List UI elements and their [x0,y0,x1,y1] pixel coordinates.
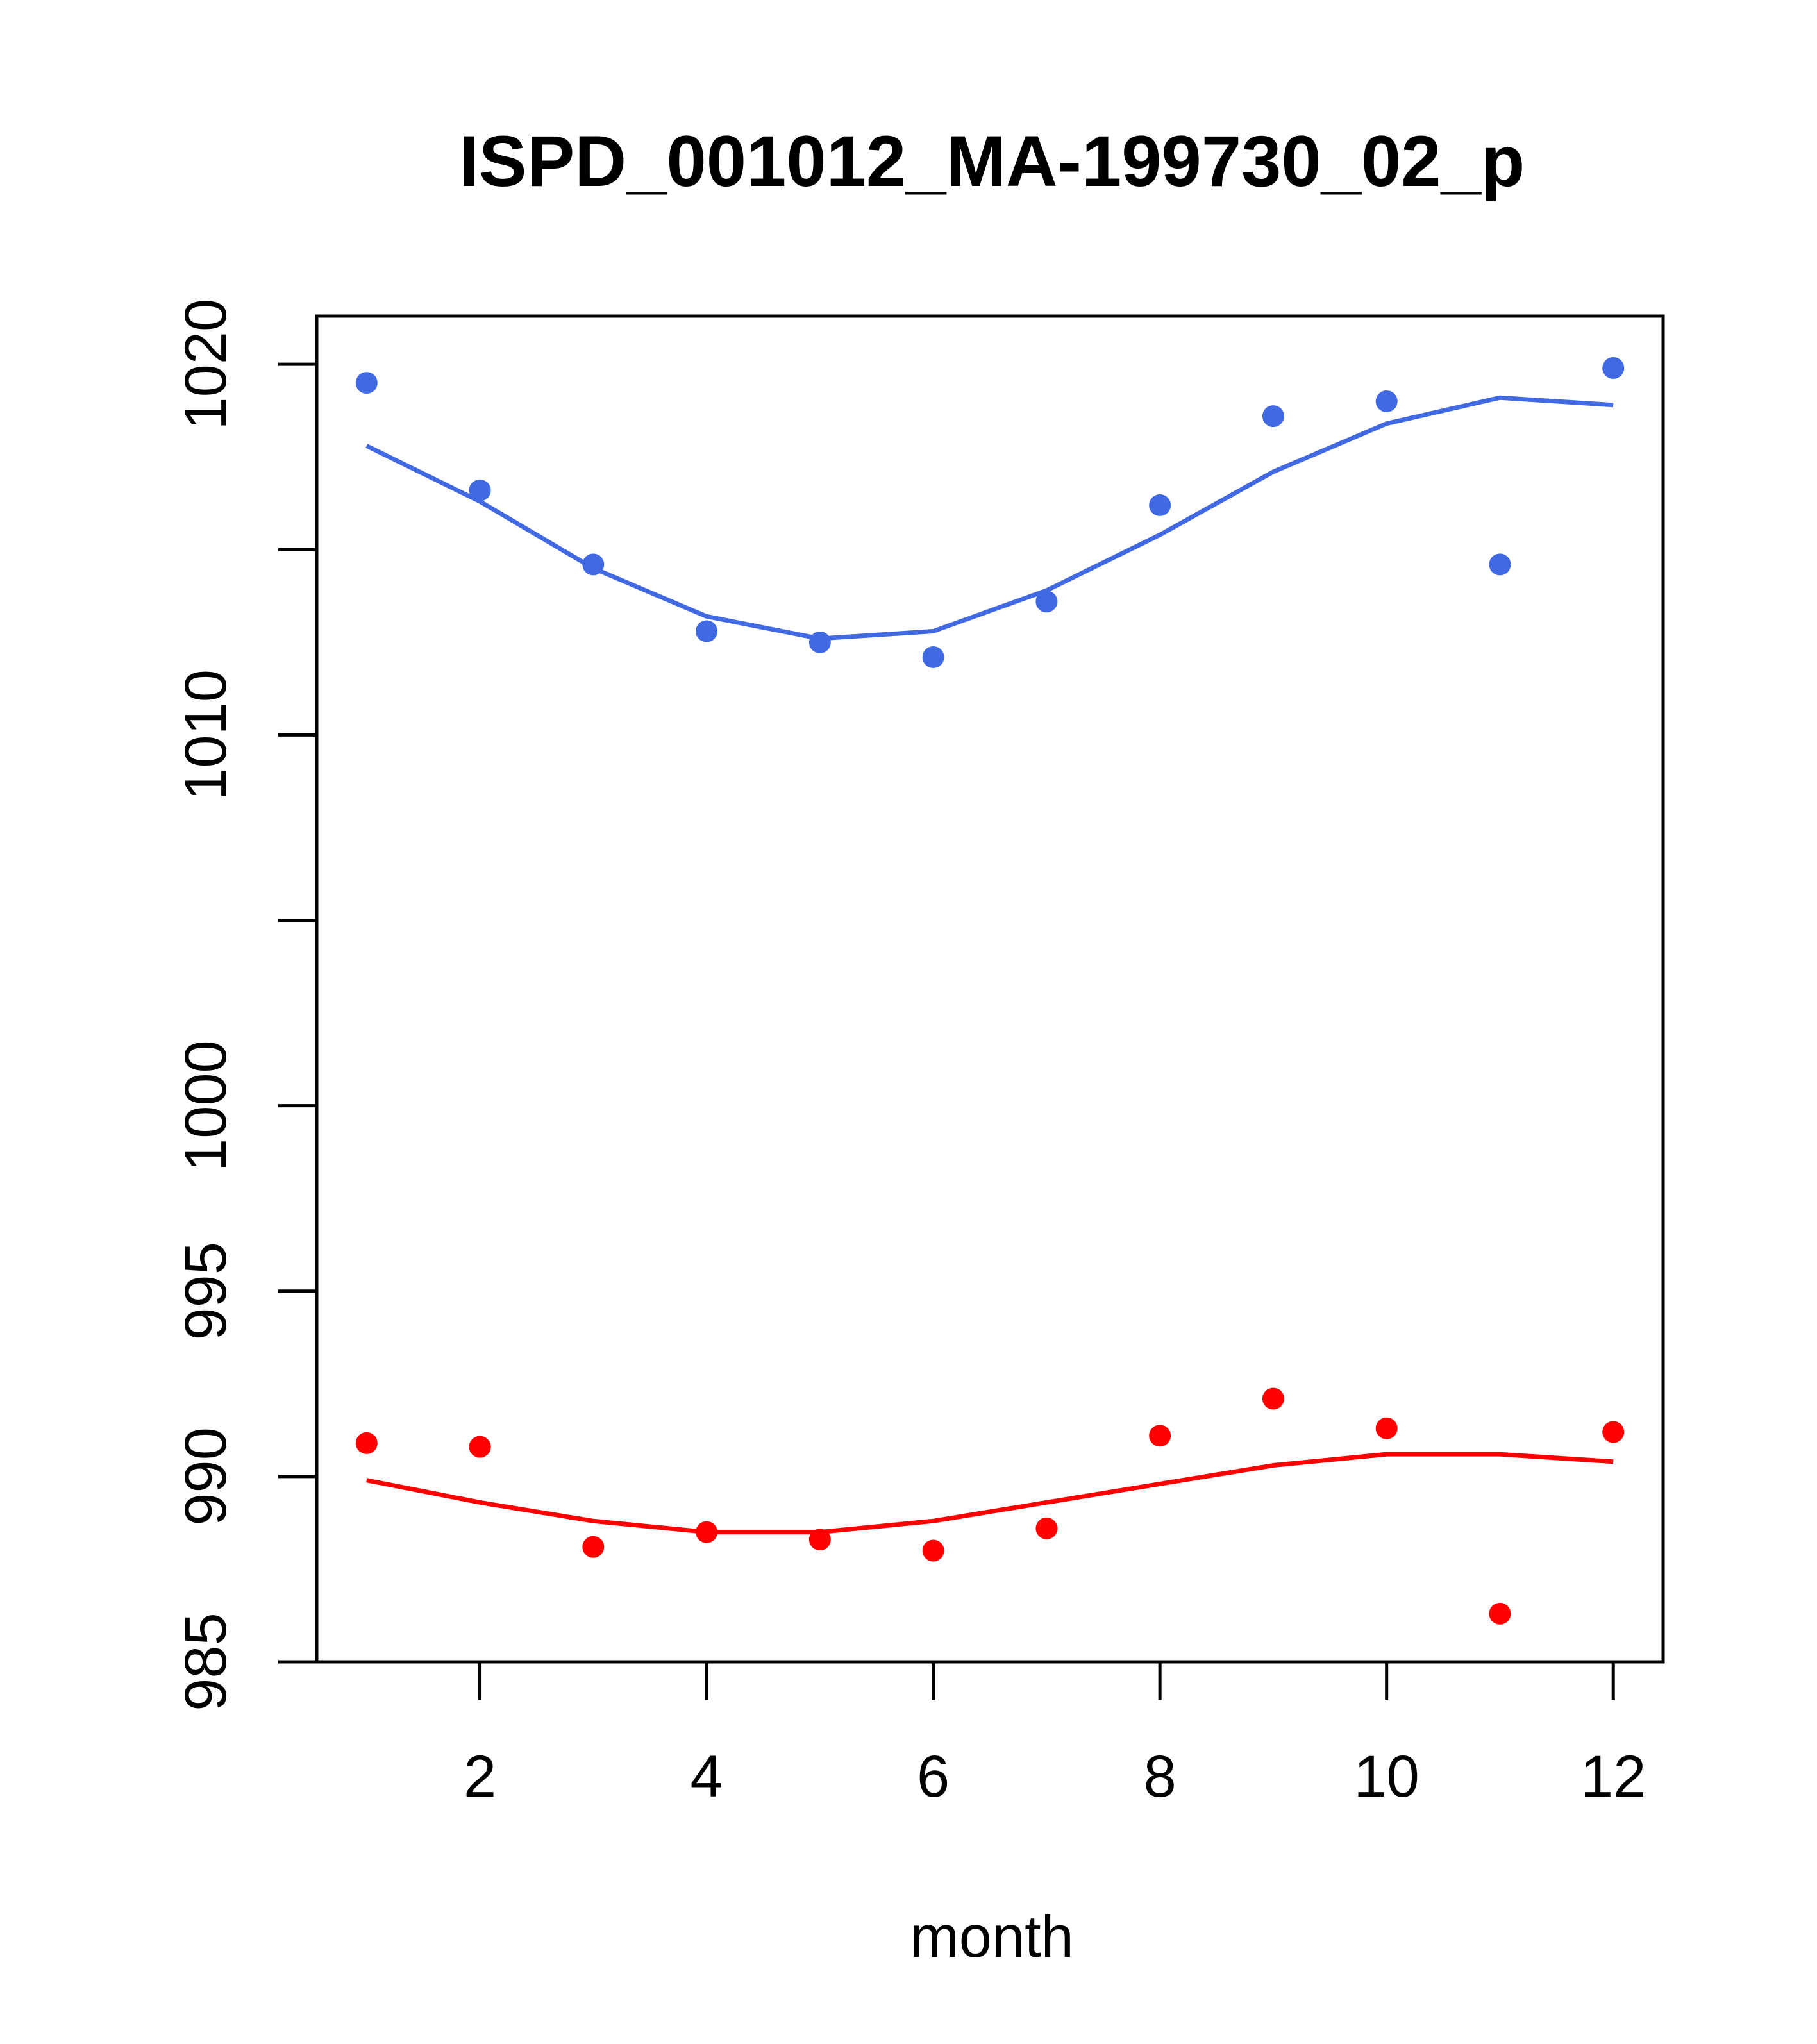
y-tick-label: 1000 [173,1040,239,1171]
data-point [1489,1602,1511,1625]
x-tick-label: 4 [690,1744,723,1809]
y-tick-label: 1020 [173,299,239,430]
x-tick-label: 8 [1144,1744,1176,1809]
series-line [365,395,1614,641]
y-axis: 985 990 995 1000 1010 1020 [173,299,319,1711]
data-point [469,479,491,501]
data-point [582,1536,605,1558]
data-point [1149,1425,1171,1447]
series-layer [355,356,1625,1625]
x-tick-label: 6 [917,1744,950,1809]
data-point [582,553,605,576]
data-point [469,1436,491,1458]
x-tick-label: 10 [1354,1744,1419,1809]
data-point [1149,494,1171,516]
data-point [1602,356,1625,379]
y-tick-label: 990 [173,1427,239,1526]
data-point [1035,1517,1058,1539]
chart-title: ISPD_001012_MA-199730_02_p [459,121,1525,201]
series-1 [355,356,1625,668]
data-point [1262,1387,1284,1410]
data-point [922,646,944,668]
series-line [366,1452,1614,1535]
data-point [1262,405,1284,428]
data-point [355,372,378,394]
data-point [696,620,718,642]
plot-frame [315,314,1665,1664]
data-point [1035,591,1058,613]
y-tick-label: 995 [173,1242,239,1341]
data-point [1602,1421,1625,1443]
series-2 [355,1387,1625,1625]
data-point [696,1521,718,1543]
y-tick-label: 985 [173,1613,239,1711]
data-point [808,631,831,653]
x-axis: 2 4 6 8 10 12 [464,1660,1646,1809]
x-tick-label: 2 [464,1744,496,1809]
x-axis-label: month [910,1904,1074,1970]
y-tick-label: 1010 [173,669,239,801]
data-point [355,1432,378,1454]
data-point [1489,553,1511,576]
data-point [1375,390,1398,412]
x-tick-label: 12 [1580,1744,1646,1809]
data-point [922,1539,944,1562]
data-point [1375,1417,1398,1439]
data-point [808,1529,831,1551]
